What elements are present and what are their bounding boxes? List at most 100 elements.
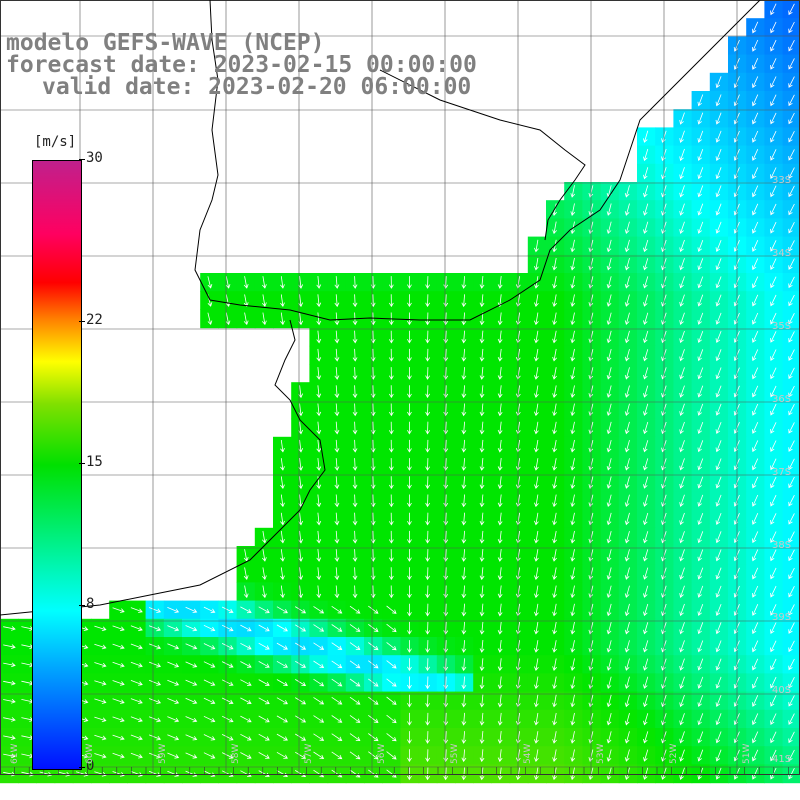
wind-arrow [552, 257, 557, 271]
wind-arrow [203, 624, 216, 632]
wind-arrow [588, 476, 594, 489]
wind-arrow [240, 679, 252, 686]
wind-arrow [588, 312, 594, 326]
wind-arrow [425, 512, 431, 526]
wind-arrow [752, 167, 759, 180]
wind-cell [764, 0, 784, 19]
latitude-label: 39S [772, 612, 792, 623]
wind-arrow [715, 258, 722, 271]
wind-arrow [479, 348, 485, 362]
wind-arrow [443, 439, 449, 453]
wind-arrow [770, 385, 777, 398]
wind-arrow [788, 58, 795, 70]
wind-arrow [368, 714, 379, 723]
wind-arrow [624, 640, 630, 653]
wind-arrow [715, 276, 722, 289]
wind-arrow [624, 749, 630, 762]
wind-arrow [280, 276, 285, 289]
wind-arrow [552, 421, 557, 435]
wind-arrow [280, 312, 285, 326]
wind-arrow [298, 530, 304, 544]
wind-arrow [770, 203, 777, 216]
wind-arrow [643, 658, 649, 671]
wind-arrow [148, 661, 162, 668]
wind-arrow [679, 713, 685, 726]
wind-arrow [697, 385, 704, 398]
wind-arrow [352, 458, 358, 471]
wind-arrow [386, 642, 397, 651]
wind-arrow [606, 203, 612, 216]
wind-arrow [368, 605, 379, 614]
wind-arrow [643, 603, 649, 617]
wind-arrow [225, 312, 231, 326]
wind-arrow [298, 403, 304, 417]
wind-arrow [112, 734, 125, 741]
wind-arrow [752, 549, 759, 562]
wind-arrow [570, 512, 576, 526]
wind-arrow [643, 622, 649, 635]
wind-arrow [316, 476, 322, 490]
wind-arrow [349, 696, 361, 705]
wind-arrow [697, 185, 704, 198]
wind-arrow [570, 294, 576, 307]
wind-arrow [752, 676, 759, 689]
coastline [0, 0, 761, 616]
wind-arrow [497, 312, 503, 326]
wind-arrow [407, 348, 412, 362]
wind-arrow [258, 752, 270, 759]
wind-arrow [148, 752, 162, 759]
wind-arrow [643, 713, 649, 726]
wind-arrow [240, 733, 252, 741]
wind-arrow [624, 530, 630, 544]
wind-arrow [130, 680, 143, 686]
wind-arrow [407, 567, 412, 581]
wind-arrow [497, 603, 503, 617]
wind-arrow [148, 643, 162, 650]
wind-arrow [788, 422, 795, 434]
wind-arrow [497, 385, 503, 399]
wind-arrow [788, 695, 795, 707]
wind-arrow [407, 312, 412, 326]
wind-cell [764, 109, 784, 128]
wind-arrow [461, 530, 467, 544]
wind-arrow [570, 385, 576, 398]
wind-arrow [715, 76, 722, 89]
wind-arrow [552, 567, 557, 580]
wind-arrow [588, 385, 594, 398]
wind-arrow [679, 676, 685, 689]
wind-arrow [461, 367, 467, 380]
wind-arrow [570, 367, 576, 380]
wind-arrow [715, 203, 722, 216]
wind-arrow [752, 276, 759, 289]
wind-arrow [316, 567, 322, 581]
wind-arrow [770, 513, 777, 525]
wind-arrow [788, 331, 795, 343]
wind-arrow [624, 676, 630, 690]
wind-arrow [770, 440, 777, 453]
wind-arrow [334, 585, 340, 599]
wind-arrow [770, 130, 777, 143]
wind-arrow [461, 494, 467, 508]
wind-arrow [425, 767, 431, 781]
wind-arrow [479, 494, 485, 508]
latitude-label: 35S [772, 321, 792, 332]
longitude-label: 60W [85, 743, 95, 764]
wind-arrow [479, 567, 485, 581]
wind-arrow [752, 21, 759, 34]
wind-arrow [497, 712, 503, 726]
wind-arrow [534, 767, 539, 781]
wind-arrow [425, 621, 431, 635]
wind-arrow [316, 439, 322, 453]
wind-arrow [788, 476, 795, 489]
wind-arrow [534, 567, 539, 580]
wind-arrow [368, 733, 379, 742]
wind-arrow [752, 476, 759, 489]
wind-arrow [697, 658, 704, 671]
wind-arrow [334, 476, 340, 490]
wind-arrow [552, 603, 557, 617]
wind-cell [764, 200, 784, 219]
wind-arrow [334, 348, 340, 362]
wind-arrow [368, 751, 379, 760]
wind-arrow [352, 512, 358, 526]
wind-arrow [258, 733, 270, 741]
